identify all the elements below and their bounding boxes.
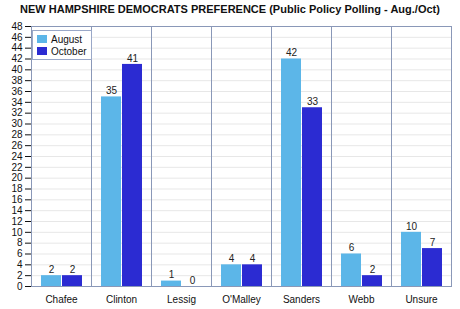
svg-text:2: 2 — [49, 264, 55, 275]
svg-text:38: 38 — [11, 75, 23, 86]
svg-text:28: 28 — [11, 129, 23, 140]
svg-text:34: 34 — [11, 97, 23, 108]
svg-text:20: 20 — [11, 172, 23, 183]
svg-text:32: 32 — [11, 107, 23, 118]
svg-text:7: 7 — [430, 237, 436, 248]
svg-text:1: 1 — [169, 269, 175, 280]
svg-text:2: 2 — [370, 264, 376, 275]
svg-text:40: 40 — [11, 64, 23, 75]
svg-text:36: 36 — [11, 86, 23, 97]
svg-text:Sanders: Sanders — [283, 294, 320, 305]
svg-text:4: 4 — [250, 253, 256, 264]
svg-text:Clinton: Clinton — [106, 294, 137, 305]
svg-text:Lessig: Lessig — [167, 294, 196, 305]
svg-text:4: 4 — [17, 259, 23, 270]
svg-text:6: 6 — [17, 248, 23, 259]
svg-text:30: 30 — [11, 118, 23, 129]
svg-text:Chafee: Chafee — [45, 294, 78, 305]
svg-text:46: 46 — [11, 32, 23, 43]
svg-text:33: 33 — [307, 96, 319, 107]
svg-text:8: 8 — [17, 237, 23, 248]
html-text:NEW HAMPSHIRE DEMOCRATS PREFER: NEW HAMPSHIRE DEMOCRATS PREFERENCE (Publ… — [20, 3, 440, 15]
svg-text:41: 41 — [127, 53, 139, 64]
svg-text:42: 42 — [286, 47, 298, 58]
svg-text:2: 2 — [17, 270, 23, 281]
svg-text:4: 4 — [229, 253, 235, 264]
svg-text:26: 26 — [11, 140, 23, 151]
html-text:August: August — [51, 33, 83, 45]
svg-text:2: 2 — [70, 264, 76, 275]
svg-text:42: 42 — [11, 53, 23, 64]
svg-text:22: 22 — [11, 162, 23, 173]
svg-text:16: 16 — [11, 194, 23, 205]
svg-text:6: 6 — [349, 242, 355, 253]
svg-text:35: 35 — [106, 85, 118, 96]
html-text:October: October — [51, 45, 87, 57]
svg-text:12: 12 — [11, 216, 23, 227]
svg-text:0: 0 — [190, 275, 196, 286]
svg-text:0: 0 — [17, 281, 23, 292]
svg-text:O'Malley: O'Malley — [222, 294, 261, 305]
svg-text:18: 18 — [11, 183, 23, 194]
svg-text:44: 44 — [11, 42, 23, 53]
svg-text:10: 10 — [11, 227, 23, 238]
svg-text:10: 10 — [406, 221, 418, 232]
svg-text:14: 14 — [11, 205, 23, 216]
svg-text:48: 48 — [11, 21, 23, 32]
svg-text:Webb: Webb — [349, 294, 375, 305]
svg-text:24: 24 — [11, 151, 23, 162]
svg-text:Unsure: Unsure — [405, 294, 438, 305]
